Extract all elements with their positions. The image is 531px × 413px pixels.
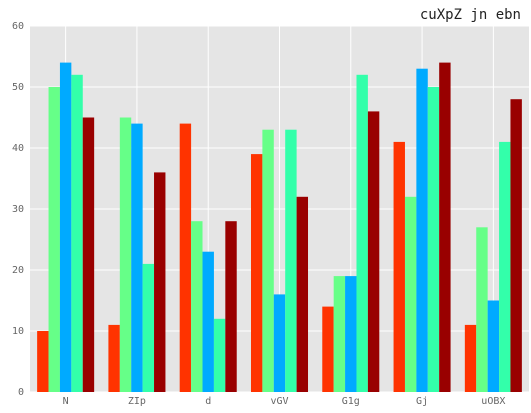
bars-group bbox=[37, 62, 522, 393]
bar bbox=[71, 74, 83, 393]
x-tick-label: d bbox=[205, 396, 211, 407]
chart-title: cuXpZ jn ebn bbox=[420, 7, 521, 23]
bar bbox=[487, 300, 500, 392]
x-tick-label: vGV bbox=[270, 396, 288, 407]
y-tick-label: 50 bbox=[12, 82, 24, 93]
bar bbox=[333, 276, 346, 392]
bar bbox=[427, 87, 440, 392]
x-tick-label: uOBX bbox=[481, 396, 505, 407]
x-tick-label: G1g bbox=[342, 396, 360, 407]
bar bbox=[37, 331, 49, 392]
y-tick-label: 20 bbox=[12, 265, 24, 276]
bar bbox=[262, 129, 274, 392]
bar bbox=[356, 74, 368, 393]
bar bbox=[202, 251, 214, 392]
y-tick-label: 10 bbox=[12, 326, 24, 337]
x-tick-label: N bbox=[63, 396, 69, 407]
bar bbox=[367, 111, 380, 393]
bar bbox=[416, 68, 428, 392]
bar bbox=[322, 306, 334, 392]
bar bbox=[499, 141, 511, 392]
bar bbox=[191, 221, 203, 392]
x-tick-label: ZIp bbox=[128, 396, 146, 407]
bar bbox=[154, 172, 166, 392]
bar bbox=[48, 87, 60, 392]
bar bbox=[119, 117, 132, 392]
x-tick-label: Gj bbox=[416, 396, 428, 407]
bar bbox=[393, 141, 405, 392]
bar bbox=[476, 227, 488, 392]
bar bbox=[142, 263, 155, 392]
bar bbox=[108, 324, 120, 392]
bar bbox=[179, 123, 192, 392]
bar bbox=[273, 294, 286, 392]
bar bbox=[510, 99, 522, 392]
bar bbox=[225, 221, 237, 392]
bar bbox=[296, 196, 309, 392]
bar bbox=[285, 129, 297, 392]
bar bbox=[439, 62, 451, 392]
bar bbox=[59, 62, 72, 392]
bar bbox=[345, 276, 357, 392]
y-tick-label: 0 bbox=[18, 387, 24, 398]
bar bbox=[250, 154, 263, 392]
bar bbox=[131, 123, 143, 392]
y-axis-ticks: 0 10 20 30 40 50 60 bbox=[12, 21, 24, 398]
x-axis-ticks: N ZIp d vGV G1g Gj uOBX bbox=[63, 396, 506, 407]
y-tick-label: 30 bbox=[12, 204, 24, 215]
y-tick-label: 40 bbox=[12, 143, 24, 154]
y-tick-label: 60 bbox=[12, 21, 24, 32]
bar bbox=[213, 318, 226, 392]
bar bbox=[404, 196, 417, 392]
bar bbox=[82, 117, 95, 392]
bar bbox=[464, 324, 477, 392]
